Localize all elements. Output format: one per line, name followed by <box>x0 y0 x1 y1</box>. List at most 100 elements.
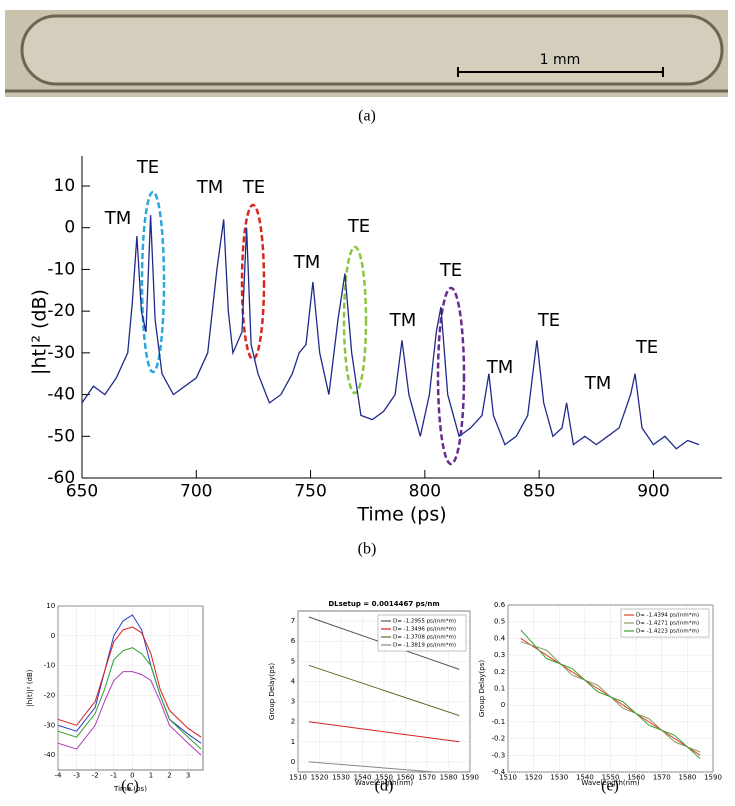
y-tick-label: 3 <box>291 698 295 706</box>
x-tick-label: 1520 <box>525 774 543 782</box>
x-tick-label: 700 <box>180 482 212 502</box>
annotation: TM <box>104 208 132 229</box>
caption: (a) <box>358 108 376 125</box>
x-tick-label: 1540 <box>354 774 372 782</box>
x-axis-label: Time (ps) <box>356 504 446 526</box>
caption: (c) <box>121 778 139 795</box>
annotation: TE <box>347 216 370 237</box>
y-axis-label: |ht|² (dB) <box>29 289 51 375</box>
legend-label: D= -1.3819 ps/(nm*m) <box>393 643 456 649</box>
x-tick-label: 1510 <box>289 774 307 782</box>
series-line <box>58 671 202 756</box>
y-tick-label: 4 <box>291 677 296 685</box>
annotation: TM <box>486 357 514 378</box>
y-axis-label: Group Delay(ps) <box>268 663 276 720</box>
x-tick-label: 1520 <box>311 774 329 782</box>
legend-box <box>377 614 467 652</box>
x-tick-label: 1560 <box>397 774 415 782</box>
x-tick-label: 1530 <box>550 774 568 782</box>
y-tick-label: 10 <box>54 176 76 196</box>
chart: 1510 1520 1530 1540 1550 1560 1570 1580 1590 -0.4… <box>478 601 722 795</box>
series-line <box>58 614 202 744</box>
annotation: TM <box>389 310 417 331</box>
legend-label: D= -1.4394 ps/(nm*m) <box>636 613 699 619</box>
x-tick-label: 1580 <box>440 774 458 782</box>
x-tick-label: 800 <box>409 482 441 502</box>
caption: (e) <box>601 778 619 795</box>
mode-annotations: TM TE TM TE TM TE TM TE TM TE TM TE <box>104 157 658 394</box>
series-line <box>308 761 441 772</box>
annotation: TE <box>136 157 159 178</box>
scale-label: 1 mm <box>540 52 581 68</box>
y-tick-label: -40 <box>47 385 75 405</box>
y-tick-label: 1 <box>291 738 295 746</box>
y-axis-label: Group Delay(ps) <box>478 660 486 717</box>
annotation: TM <box>584 373 612 394</box>
x-axis-label: Wavelength(nm) <box>581 779 640 787</box>
y-tick-label: 5 <box>291 657 295 665</box>
x-tick-label: -1 <box>110 772 117 780</box>
x-tick-label: 1560 <box>627 774 645 782</box>
x-tick-label: 2 <box>167 772 171 780</box>
y-tick-label: 0.6 <box>494 601 506 609</box>
y-tick-label: 0.3 <box>494 651 505 659</box>
y-tick-label: 7 <box>291 617 295 625</box>
x-tick-label: 1530 <box>332 774 350 782</box>
y-tick-label: -0.1 <box>492 718 506 726</box>
x-axis-label: Wavelength(nm) <box>355 779 414 787</box>
caption: (b) <box>358 541 377 558</box>
series-line <box>58 647 202 750</box>
series-line <box>520 629 701 759</box>
y-tick-label: 0 <box>51 632 55 640</box>
series-line <box>58 626 202 738</box>
y-tick-label: -0.2 <box>492 735 506 743</box>
y-tick-label: 0.4 <box>494 634 506 642</box>
series-line <box>308 721 460 743</box>
y-tick-label: 2 <box>291 718 295 726</box>
y-tick-label: -50 <box>47 426 75 446</box>
legend-label: D= -1.4271 ps/(nm*m) <box>636 621 699 627</box>
y-tick-label: -30 <box>44 721 55 729</box>
x-tick-label: -2 <box>92 772 99 780</box>
x-tick-label: 850 <box>523 482 555 502</box>
annotation: TE <box>635 337 658 358</box>
mode-ellipses <box>140 190 466 466</box>
x-tick-label: 900 <box>637 482 669 502</box>
y-tick-label: 0.5 <box>494 618 505 626</box>
chart-title: DLsetup = 0.0014467 ps/nm <box>328 600 439 608</box>
ellipse <box>140 190 166 374</box>
y-tick-label: -30 <box>47 343 75 363</box>
caption: (d) <box>375 778 394 795</box>
annotation: TE <box>537 310 560 331</box>
x-axis-label: Time (ps) <box>113 785 147 793</box>
micrograph: 1 mm <box>5 10 728 97</box>
y-tick-label: -10 <box>44 662 55 670</box>
x-tick-label: 1510 <box>499 774 517 782</box>
y-tick-label: 0.1 <box>494 685 505 693</box>
x-tick-label: 650 <box>66 482 98 502</box>
x-tick-label: 1570 <box>418 774 436 782</box>
y-tick-label: 6 <box>291 637 296 645</box>
y-tick-label: -20 <box>44 691 55 699</box>
annotation: TM <box>196 177 224 198</box>
ellipse <box>240 203 266 361</box>
x-tick-label: 1590 <box>461 774 479 782</box>
y-tick-label: -0.3 <box>492 751 506 759</box>
x-tick-label: 3 <box>186 772 190 780</box>
x-tick-label: 1 <box>149 772 153 780</box>
x-tick-label: -3 <box>73 772 80 780</box>
x-tick-label: 750 <box>294 482 326 502</box>
chart: 1510 1520 1530 1540 1550 1560 1570 1580 1590 0 1 2 3… <box>268 600 479 795</box>
x-tick-label: 1590 <box>704 774 722 782</box>
legend-label: D= -1.4223 ps/(nm*m) <box>636 629 699 635</box>
y-tick-label: -0.4 <box>492 768 506 776</box>
ellipse <box>342 245 368 395</box>
y-tick-label: 0 <box>64 218 75 238</box>
legend-label: D= -1.2955 ps/(nm*m) <box>393 619 456 625</box>
y-tick-label: -60 <box>47 468 75 488</box>
ellipse <box>436 286 466 466</box>
y-tick-label: 0 <box>291 758 295 766</box>
legend-label: D= -1.3708 ps/(nm*m) <box>393 635 456 641</box>
